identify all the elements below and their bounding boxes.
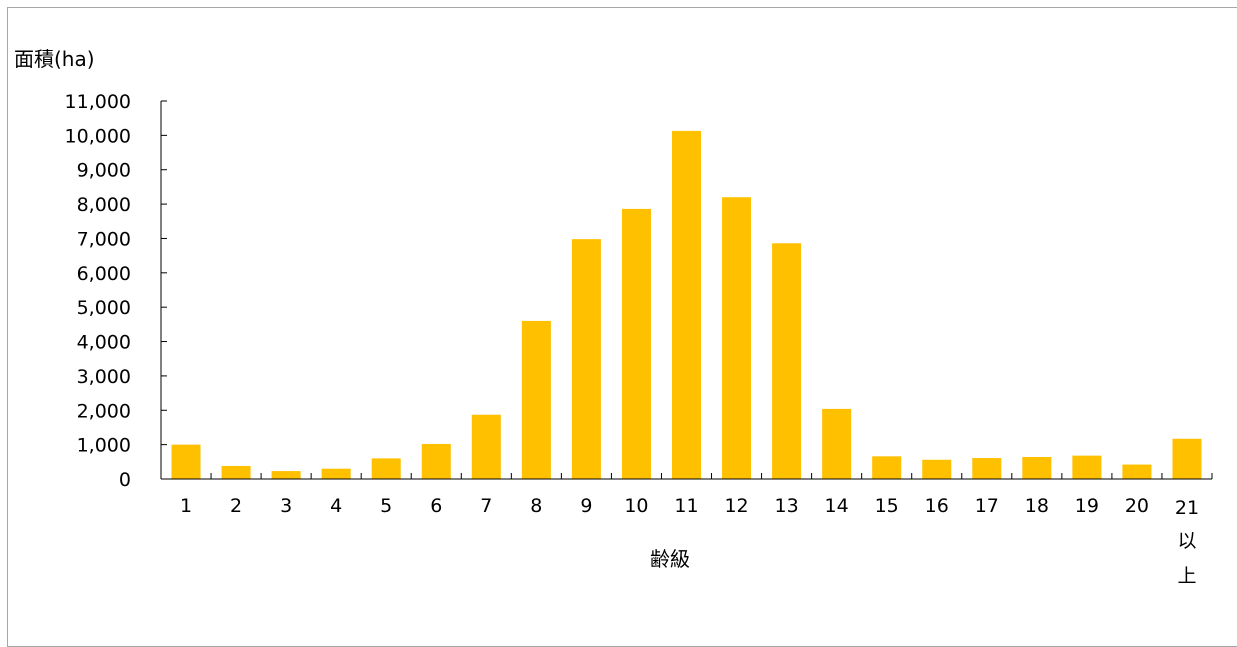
x-tick-label: 13 [775,495,799,517]
x-tick-label: 9 [580,495,592,517]
x-tick-label: 6 [430,495,442,517]
x-tick-label: 17 [975,495,999,517]
bar-8 [521,320,551,479]
bar-20 [1122,464,1152,479]
x-tick-label: 8 [530,495,542,517]
y-tick-label: 1,000 [77,435,131,457]
y-tick-label: 8,000 [77,194,131,216]
bar-21 [1172,438,1202,479]
x-tick-label: 20 [1125,495,1149,517]
y-tick-label: 2,000 [77,400,131,422]
y-tick-label: 7,000 [77,228,131,250]
bar-18 [1022,457,1052,479]
x-tick-label-suffix: 以 [1177,530,1196,552]
x-tick-label: 7 [480,495,492,517]
bar-3 [271,471,301,479]
y-axis-title: 面積(ha) [14,47,95,71]
x-tick-label: 16 [925,495,949,517]
bar-5 [371,458,401,479]
bars [171,130,1202,479]
y-tick-label: 4,000 [77,332,131,354]
x-tick-label: 15 [875,495,899,517]
x-tick-label: 12 [724,495,748,517]
bar-19 [1072,455,1102,479]
bar-14 [822,408,852,479]
bar-10 [621,208,651,479]
x-tick-label: 1 [180,495,192,517]
x-tick-label: 3 [280,495,292,517]
y-tick-label: 6,000 [77,263,131,285]
y-tick-label: 11,000 [65,91,131,113]
bar-9 [571,239,601,479]
y-axis: 0 1,000 2,000 3,000 4,000 5,000 6,000 7,000 8,00… [65,91,167,491]
x-axis-title: 齢級 [650,547,690,571]
bar-12 [722,197,752,479]
bar-1 [171,444,201,479]
bar-4 [321,468,351,479]
y-tick-label: 3,000 [77,366,131,388]
x-tick-label-suffix: 上 [1177,565,1196,587]
x-tick-label: 11 [674,495,698,517]
x-tick-label: 4 [330,495,342,517]
x-tick-label: 18 [1025,495,1049,517]
x-tick-label: 21 [1175,497,1199,519]
bar-17 [972,458,1002,479]
bar-11 [671,130,702,479]
bar-chart: 面積(ha) 齢級 0 1,000 2,000 3,000 4,000 5,000 6,00… [14,47,1213,587]
bar-7 [471,414,501,479]
y-tick-label: 9,000 [77,160,131,182]
x-tick-label: 19 [1075,495,1099,517]
bar-2 [221,465,251,479]
bar-13 [772,243,802,479]
y-tick-label: 5,000 [77,297,131,319]
x-tick-label: 10 [624,495,648,517]
y-tick-label: 10,000 [65,125,131,147]
bar-15 [872,456,902,479]
x-tick-label: 2 [230,495,242,517]
bar-6 [421,443,451,479]
bar-16 [922,459,952,479]
x-tick-label: 14 [825,495,849,517]
x-tick-label: 5 [380,495,392,517]
y-tick-label: 0 [119,469,131,491]
